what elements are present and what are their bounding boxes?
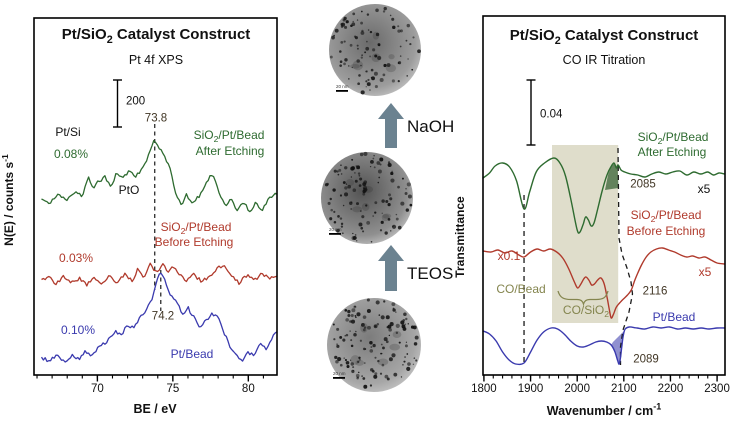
ir-x-axis-title: Wavenumber / cm-1 (546, 401, 662, 418)
ir-band-label-2116: 2116 (642, 285, 668, 298)
tem-scalebar-label: 20 nm (329, 227, 342, 232)
tem-image-1: 20 nm (329, 4, 421, 96)
ir-band-label-2089: 2089 (633, 353, 659, 366)
xps-trace-sio2-pt-bead-before-etching (41, 262, 278, 287)
left-panel-title: Pt/SiO2 Catalyst Construct (61, 25, 251, 46)
ir-tick-label: 2000 (564, 383, 590, 395)
ir-tick-label: 2300 (704, 383, 730, 395)
ir-scale-note-after-x5: x5 (697, 182, 711, 197)
xps-series-label-after-line1: SiO2/Pt/Bead (193, 127, 265, 145)
teos-up-arrow (378, 245, 404, 291)
pto-annotation: PtO (118, 183, 140, 198)
ir-y-axis-title: Transmittance (453, 196, 468, 278)
ir-frame (482, 15, 726, 376)
ir-2085-band-fill (605, 163, 619, 190)
tem-image-3: 20 nm (327, 298, 421, 392)
xps-axes: 70 75 80 (33, 17, 278, 395)
co-sio2-brace (557, 290, 609, 307)
ir-series-label-before-line1: SiO2/Pt/Bead (630, 207, 702, 225)
right-panel-title: Pt/SiO2 Catalyst Construct (509, 26, 699, 47)
teos-step-label: TEOS (407, 264, 454, 284)
ir-trace-pt-bead (482, 326, 726, 366)
left-panel-subtitle: Pt 4f XPS (128, 52, 184, 67)
xps-series-label-pt-bead: Pt/Bead (170, 347, 214, 362)
ir-tick-label: 2200 (658, 383, 684, 395)
ir-tick-label: 1900 (518, 383, 544, 395)
ir-tick-label: 2100 (611, 383, 637, 395)
xps-series-label-before-line2: Before Etching (154, 235, 234, 250)
xps-y-axis-title: N(E) / counts s-1 (0, 154, 17, 246)
tem-image-2: 20 nm (321, 151, 413, 244)
xps-peak-label-74-2: 74.2 (151, 310, 175, 323)
left-scalebar-value: 200 (126, 95, 146, 108)
ir-axes: 1800 1900 2000 2100 2200 2300 (471, 15, 730, 395)
xps-series-label-before-line1: SiO2/Pt/Bead (160, 219, 232, 237)
ir-tick-label: 1800 (471, 383, 497, 395)
pt-co-band-dashed-line (617, 147, 634, 365)
ir-series-label-after-line1: SiO2/Pt/Bead (637, 129, 709, 147)
xps-trace-sio2-pt-bead-after-etching (41, 139, 278, 213)
ir-scale-note-before-x5: x5 (698, 265, 712, 280)
loading-after-etching: 0.08% (53, 147, 89, 162)
xps-frame (33, 17, 278, 376)
xps-trace-pt-bead (40, 272, 278, 363)
xps-tick-label: 75 (166, 383, 179, 395)
ir-series-label-before-line2: Before Etching (626, 224, 706, 239)
xps-tick-label: 70 (91, 383, 104, 395)
pt-si-column-header: Pt/Si (55, 125, 81, 140)
tem-scalebar-label: 20 nm (336, 84, 349, 89)
loading-pt-bead: 0.10% (60, 323, 96, 338)
ir-trace-sio2-pt-bead-after-etching (482, 157, 726, 234)
xps-intensity-scalebar (113, 79, 122, 128)
right-scalebar-value: 0.04 (540, 108, 563, 121)
tem-scalebar (329, 233, 341, 235)
tem-scalebar-label: 20 nm (333, 371, 346, 376)
tem-scalebar (333, 377, 345, 379)
ir-trace-sio2-pt-bead-before-etching (482, 247, 726, 319)
tem-scalebar (336, 90, 348, 92)
xps-peak-label-73-8: 73.8 (144, 112, 168, 125)
xps-series-label-after-line2: After Etching (195, 144, 265, 159)
naoh-step-label: NaOH (407, 117, 455, 137)
xps-tick-label: 80 (242, 383, 255, 395)
loading-before-etching: 0.03% (58, 251, 94, 266)
naoh-up-arrow (378, 103, 404, 148)
ir-scale-note-before-x01: x0.1 (497, 249, 521, 264)
ir-transmittance-scalebar (526, 79, 536, 146)
ir-series-label-after-line2: After Etching (637, 145, 707, 160)
right-panel-subtitle: CO IR Titration (562, 52, 646, 67)
xps-x-axis-title: BE / eV (133, 401, 177, 416)
co-sio2-annotation: CO/SiO2 (562, 302, 610, 320)
co-bead-annotation: CO/Bead (496, 282, 546, 297)
ir-series-label-pt-bead: Pt/Bead (652, 310, 696, 325)
ir-band-label-2085: 2085 (630, 178, 656, 191)
